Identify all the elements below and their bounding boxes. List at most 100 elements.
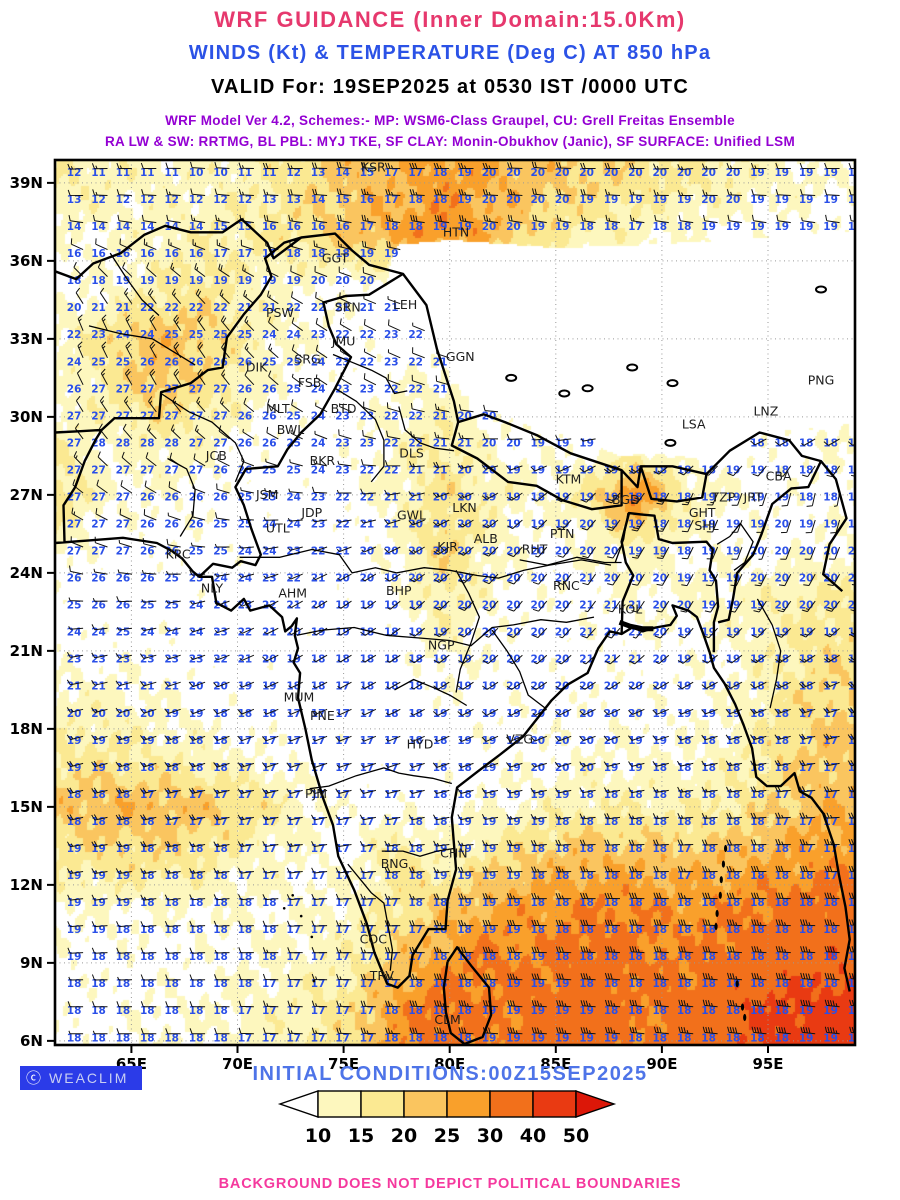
temp-value: 18 (91, 951, 106, 963)
temp-value: 17 (335, 951, 350, 963)
temp-value: 20 (555, 762, 570, 774)
temp-value: 18 (384, 1005, 399, 1017)
temp-value: 18 (750, 1032, 765, 1044)
lon-axis-label: 75E (328, 1055, 359, 1073)
temp-value: 18 (555, 843, 570, 855)
temp-value: 12 (213, 194, 228, 206)
temp-value: 25 (262, 356, 277, 368)
temp-value: 22 (408, 410, 423, 422)
temp-value: 20 (506, 437, 521, 449)
island (715, 909, 719, 918)
temp-value: 19 (750, 519, 765, 531)
temp-value: 24 (116, 329, 131, 341)
temp-value: 20 (555, 681, 570, 693)
temp-value: 20 (848, 600, 863, 612)
model-scheme-line-2: RA LW & SW: RRTMG, BL PBL: MYJ TKE, SF C… (104, 134, 796, 149)
colorbar-segment (360, 1090, 405, 1118)
temp-value: 26 (140, 492, 155, 504)
temp-value: 19 (67, 924, 82, 936)
temp-value: 22 (189, 302, 204, 314)
temp-value: 19 (774, 221, 789, 233)
temp-value: 22 (408, 329, 423, 341)
temp-value: 18 (238, 897, 253, 909)
temp-value: 19 (848, 1005, 863, 1017)
temp-value: 18 (628, 951, 643, 963)
temp-value: 18 (311, 654, 326, 666)
temp-value: 18 (116, 924, 131, 936)
temp-value: 18 (457, 1005, 472, 1017)
temp-value: 21 (579, 573, 594, 585)
lon-axis-label: 90E (646, 1055, 677, 1073)
station-label: GWL (397, 508, 426, 523)
temp-value: 19 (750, 600, 765, 612)
temp-value: 18 (726, 1032, 741, 1044)
temp-value: 18 (677, 897, 692, 909)
temp-value: 18 (555, 951, 570, 963)
temp-value: 18 (604, 897, 619, 909)
temp-value: 17 (823, 762, 838, 774)
temp-value: 20 (555, 627, 570, 639)
temp-value: 18 (628, 1005, 643, 1017)
temp-value: 19 (506, 464, 521, 476)
temp-value: 18 (701, 1005, 716, 1017)
temp-value: 27 (116, 383, 131, 395)
temp-value: 12 (238, 194, 253, 206)
temp-value: 18 (579, 843, 594, 855)
temp-value: 21 (91, 302, 106, 314)
temp-value: 18 (335, 248, 350, 260)
lat-axis-label: 27N (10, 486, 43, 504)
temp-value: 21 (433, 410, 448, 422)
temp-value: 20 (628, 681, 643, 693)
temp-value: 17 (335, 924, 350, 936)
temp-value: 19 (67, 951, 82, 963)
temp-value: 18 (164, 1032, 179, 1044)
temp-value: 17 (286, 762, 301, 774)
temp-value: 20 (530, 735, 545, 747)
temp-value: 19 (750, 464, 765, 476)
temp-value: 18 (140, 1005, 155, 1017)
temp-value: 19 (530, 951, 545, 963)
temp-value: 20 (433, 573, 448, 585)
temp-value: 18 (799, 492, 814, 504)
temp-value: 20 (482, 600, 497, 612)
temp-value: 19 (457, 897, 472, 909)
temp-value: 22 (335, 329, 350, 341)
temp-value: 17 (823, 870, 838, 882)
temp-value: 26 (116, 573, 131, 585)
temp-value: 19 (799, 1032, 814, 1044)
temp-value: 19 (506, 492, 521, 504)
temp-value: 18 (579, 870, 594, 882)
station-label: GHT (689, 505, 716, 520)
station-label: COC (360, 932, 388, 947)
station-label: NLY (201, 581, 224, 596)
temp-value: 18 (652, 951, 667, 963)
temp-value: 19 (726, 492, 741, 504)
temp-value: 18 (408, 897, 423, 909)
temp-value: 20 (506, 573, 521, 585)
temp-value: 26 (140, 356, 155, 368)
temp-value: 18 (262, 951, 277, 963)
temp-value: 17 (262, 978, 277, 990)
temp-value: 19 (506, 762, 521, 774)
temp-value: 17 (262, 762, 277, 774)
temp-value: 20 (530, 573, 545, 585)
temp-value: 17 (311, 1032, 326, 1044)
temp-value: 20 (506, 194, 521, 206)
temp-value: 18 (579, 221, 594, 233)
temp-value: 21 (408, 464, 423, 476)
temp-value: 22 (384, 464, 399, 476)
temp-value: 22 (164, 302, 179, 314)
temp-value: 19 (799, 167, 814, 179)
temp-value: 19 (555, 1032, 570, 1044)
temp-value: 26 (213, 492, 228, 504)
temp-value: 18 (799, 924, 814, 936)
temp-value: 20 (482, 221, 497, 233)
temp-value: 19 (116, 843, 131, 855)
colorbar-segment (317, 1090, 362, 1118)
station-label: CBA (766, 469, 792, 484)
temp-value: 19 (750, 167, 765, 179)
temp-value: 19 (677, 681, 692, 693)
temp-value: 20 (652, 654, 667, 666)
temp-value: 19 (604, 194, 619, 206)
temp-value: 18 (164, 978, 179, 990)
